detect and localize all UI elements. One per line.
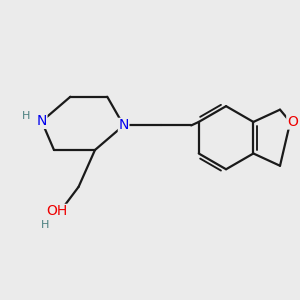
Text: N: N (37, 114, 47, 128)
Text: O: O (287, 115, 298, 129)
Text: N: N (118, 118, 129, 132)
Text: H: H (40, 220, 49, 230)
Text: H: H (22, 111, 30, 122)
Text: OH: OH (46, 205, 68, 218)
